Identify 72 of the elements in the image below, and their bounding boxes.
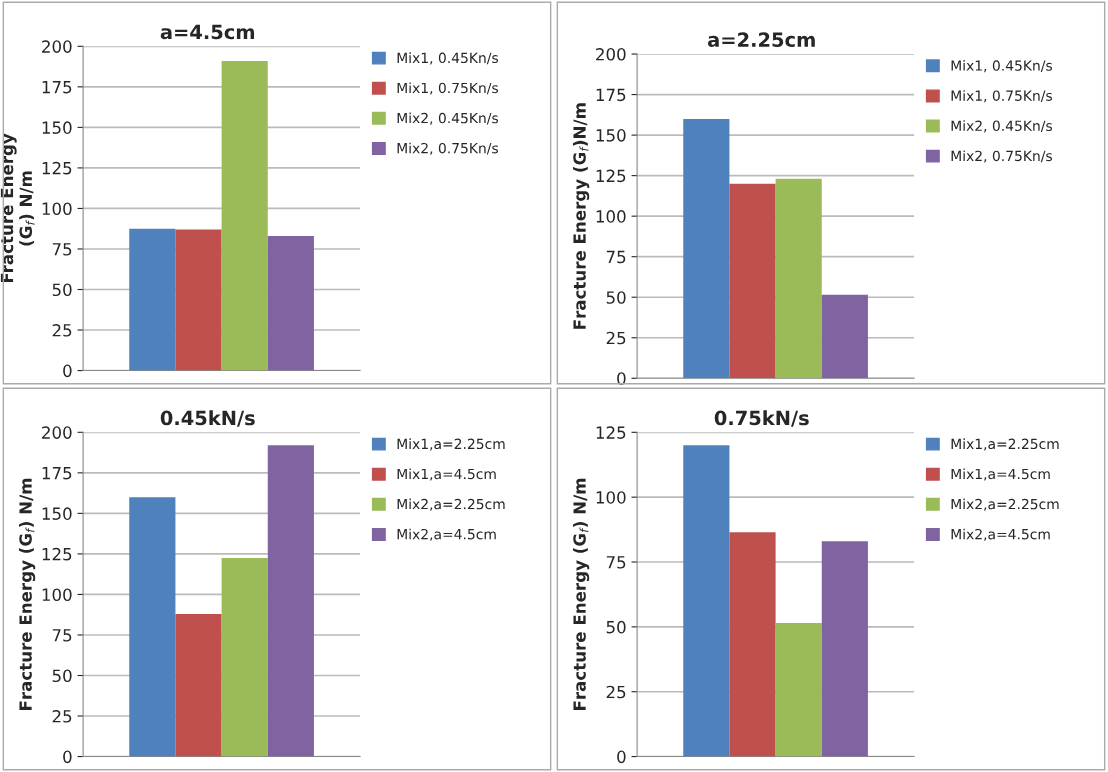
legend-label: Mix2,a=2.25cm: [397, 498, 505, 511]
y-tick-label: 175: [596, 88, 626, 102]
bar: [821, 541, 868, 757]
legend-label: Mix2, 0.75Kn/s: [397, 142, 499, 155]
legend-label: Mix1, 0.45Kn/s: [951, 60, 1053, 73]
y-tick-label: 125: [42, 547, 72, 561]
chart-title: 0.75kN/s: [714, 410, 809, 427]
y-tick-label: 100: [596, 210, 626, 223]
bar: [175, 229, 222, 371]
legend-label: Mix1, 0.75Kn/s: [951, 90, 1053, 103]
bar: [129, 497, 176, 757]
y-tick-label: 150: [42, 507, 72, 520]
legend-label: Mix2, 0.45Kn/s: [397, 112, 499, 125]
bar: [775, 622, 822, 757]
y-tick-label: 175: [42, 81, 72, 94]
y-tick-label: 75: [606, 250, 626, 264]
y-tick-label: 25: [52, 323, 72, 337]
y-tick-label: 0: [617, 750, 626, 764]
legend-label: Mix1,a=2.25cm: [951, 438, 1059, 451]
legend-label: Mix2,a=2.25cm: [951, 498, 1059, 511]
bar: [129, 228, 176, 371]
y-tick-label: 75: [52, 243, 72, 256]
chart-title: a=2.25cm: [708, 32, 815, 48]
legend-label: Mix1,a=4.5cm: [951, 468, 1050, 481]
y-tick-label: 50: [52, 283, 72, 297]
bar: [267, 445, 314, 757]
y-axis-title: Fracture Energy (G$_{f}$) N/m: [18, 478, 36, 710]
y-tick-label: 200: [596, 48, 626, 61]
y-tick-label: 175: [42, 467, 72, 480]
y-tick-label: 100: [42, 588, 72, 602]
y-tick-label: 25: [606, 685, 626, 699]
legend-label: Mix2,a=4.5cm: [397, 528, 496, 541]
y-axis-title: Fracture Energy (G$_{f}$) N/m: [0, 133, 35, 283]
bar: [821, 294, 868, 379]
y-tick-label: 125: [596, 426, 626, 439]
y-tick-label: 200: [42, 40, 72, 53]
bar: [221, 60, 268, 371]
bar: [175, 613, 222, 757]
bar: [729, 532, 776, 757]
y-tick-label: 75: [606, 556, 626, 569]
y-tick-label: 100: [596, 491, 626, 504]
bar: [267, 236, 314, 371]
y-axis-title: Fracture Energy (G$_{f}$) N/m: [572, 478, 590, 710]
y-tick-label: 25: [52, 709, 72, 723]
y-tick-label: 0: [63, 750, 72, 764]
chart-title: 0.45kN/s: [160, 410, 255, 427]
y-axis-title: Fracture Energy (G$_{f}$)N/m: [572, 103, 590, 329]
y-tick-label: 75: [52, 629, 72, 642]
y-tick-label: 50: [606, 291, 626, 304]
bar: [683, 445, 730, 757]
legend-label: Mix1, 0.45Kn/s: [397, 52, 499, 65]
y-tick-label: 0: [63, 364, 72, 378]
legend-label: Mix2, 0.45Kn/s: [951, 120, 1053, 133]
y-tick-label: 200: [42, 426, 72, 439]
legend-label: Mix1,a=4.5cm: [397, 468, 496, 481]
bar: [683, 118, 730, 379]
y-tick-label: 150: [596, 129, 626, 142]
bar: [221, 557, 268, 757]
y-tick-label: 50: [606, 620, 626, 634]
legend-label: Mix1,a=2.25cm: [397, 438, 505, 451]
legend-label: Mix1, 0.75Kn/s: [397, 82, 499, 95]
legend-label: Mix2, 0.75Kn/s: [951, 150, 1053, 163]
legend-label: Mix2,a=4.5cm: [951, 528, 1050, 541]
chart-title: a=4.5cm: [160, 24, 255, 40]
y-tick-label: 125: [596, 169, 626, 183]
y-tick-label: 100: [42, 202, 72, 216]
bar: [775, 178, 822, 379]
bar: [729, 183, 776, 379]
y-tick-label: 25: [606, 331, 626, 345]
y-tick-label: 125: [42, 161, 72, 175]
y-tick-label: 50: [52, 669, 72, 683]
y-tick-label: 150: [42, 121, 72, 134]
